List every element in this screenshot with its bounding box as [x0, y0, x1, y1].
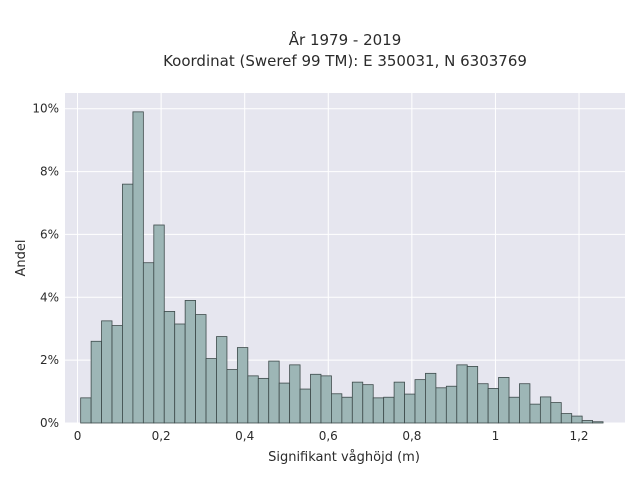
histogram-bar — [122, 183, 134, 424]
histogram-bar — [539, 396, 552, 424]
histogram-bar — [550, 402, 562, 424]
histogram-bar — [331, 393, 343, 424]
histogram-bar — [111, 325, 123, 424]
histogram-bar — [508, 396, 520, 424]
y-tick-label: 8% — [40, 165, 59, 179]
histogram-bar — [299, 388, 311, 424]
histogram-bar — [456, 364, 468, 424]
histogram-bar — [592, 421, 604, 424]
histogram-bar — [247, 375, 259, 424]
x-tick-label: 0 — [74, 429, 82, 443]
histogram-bar — [163, 311, 176, 424]
histogram-bar — [205, 358, 217, 424]
histogram-bar — [101, 320, 113, 424]
histogram-bar — [529, 403, 541, 424]
histogram-bar — [351, 381, 364, 424]
histogram-bar — [236, 347, 249, 424]
histogram-bar — [487, 388, 499, 424]
chart-title-line1: År 1979 - 2019 — [289, 30, 402, 49]
histogram-bar — [519, 383, 531, 424]
histogram-bar — [404, 393, 416, 424]
histogram-bar — [362, 384, 374, 424]
histogram-bar — [414, 379, 426, 424]
histogram-bar — [571, 415, 583, 424]
x-tick-label: 1,2 — [569, 429, 588, 443]
y-tick-label: 2% — [40, 353, 59, 367]
y-tick-label: 0% — [40, 416, 59, 430]
x-tick-label: 0,4 — [235, 429, 254, 443]
histogram-bar — [184, 300, 196, 424]
histogram-bar — [560, 413, 573, 424]
x-tick-label: 0,2 — [152, 429, 171, 443]
y-tick-label: 10% — [32, 102, 59, 116]
histogram-bar — [153, 224, 165, 424]
histogram-bar — [310, 373, 322, 424]
histogram-bar — [195, 314, 207, 424]
histogram-bar — [383, 396, 395, 424]
histogram-bar — [90, 340, 102, 424]
histogram-bar — [466, 366, 479, 424]
x-tick-label: 0,6 — [319, 429, 338, 443]
histogram-bar — [289, 364, 301, 424]
bars-group — [80, 111, 604, 424]
histogram-bar — [498, 377, 510, 424]
histogram-bar — [445, 385, 458, 424]
y-tick-label: 4% — [40, 290, 59, 304]
histogram-bar — [425, 372, 437, 424]
x-tick-label: 0,8 — [402, 429, 421, 443]
histogram-bar — [226, 369, 238, 424]
histogram-bar — [372, 397, 385, 424]
histogram-bar — [320, 375, 332, 424]
histogram-bar — [581, 420, 594, 424]
x-axis-ticks: 0 0,2 0,4 0,6 0,8 1 1,2 — [74, 429, 589, 443]
histogram-bar — [341, 396, 353, 424]
histogram-bar — [142, 262, 155, 424]
y-axis-ticks: 0% 2% 4% 6% 8% 10% — [32, 102, 59, 430]
histogram-bar — [174, 323, 186, 424]
histogram-bar — [257, 377, 270, 424]
histogram-bar — [393, 381, 405, 424]
histogram-bar — [216, 336, 228, 424]
y-axis-label: Andel — [14, 240, 29, 277]
chart-title-line2: Koordinat (Sweref 99 TM): E 350031, N 63… — [163, 52, 527, 70]
y-tick-label: 6% — [40, 227, 59, 241]
histogram-bar — [80, 397, 92, 424]
histogram-bar — [435, 387, 447, 424]
histogram-bar — [278, 382, 291, 424]
x-tick-label: 1 — [492, 429, 500, 443]
histogram-bar — [477, 383, 489, 424]
histogram-bar — [268, 360, 280, 424]
histogram-bar — [132, 111, 144, 424]
x-axis-label: Signifikant våghöjd (m) — [268, 450, 420, 465]
